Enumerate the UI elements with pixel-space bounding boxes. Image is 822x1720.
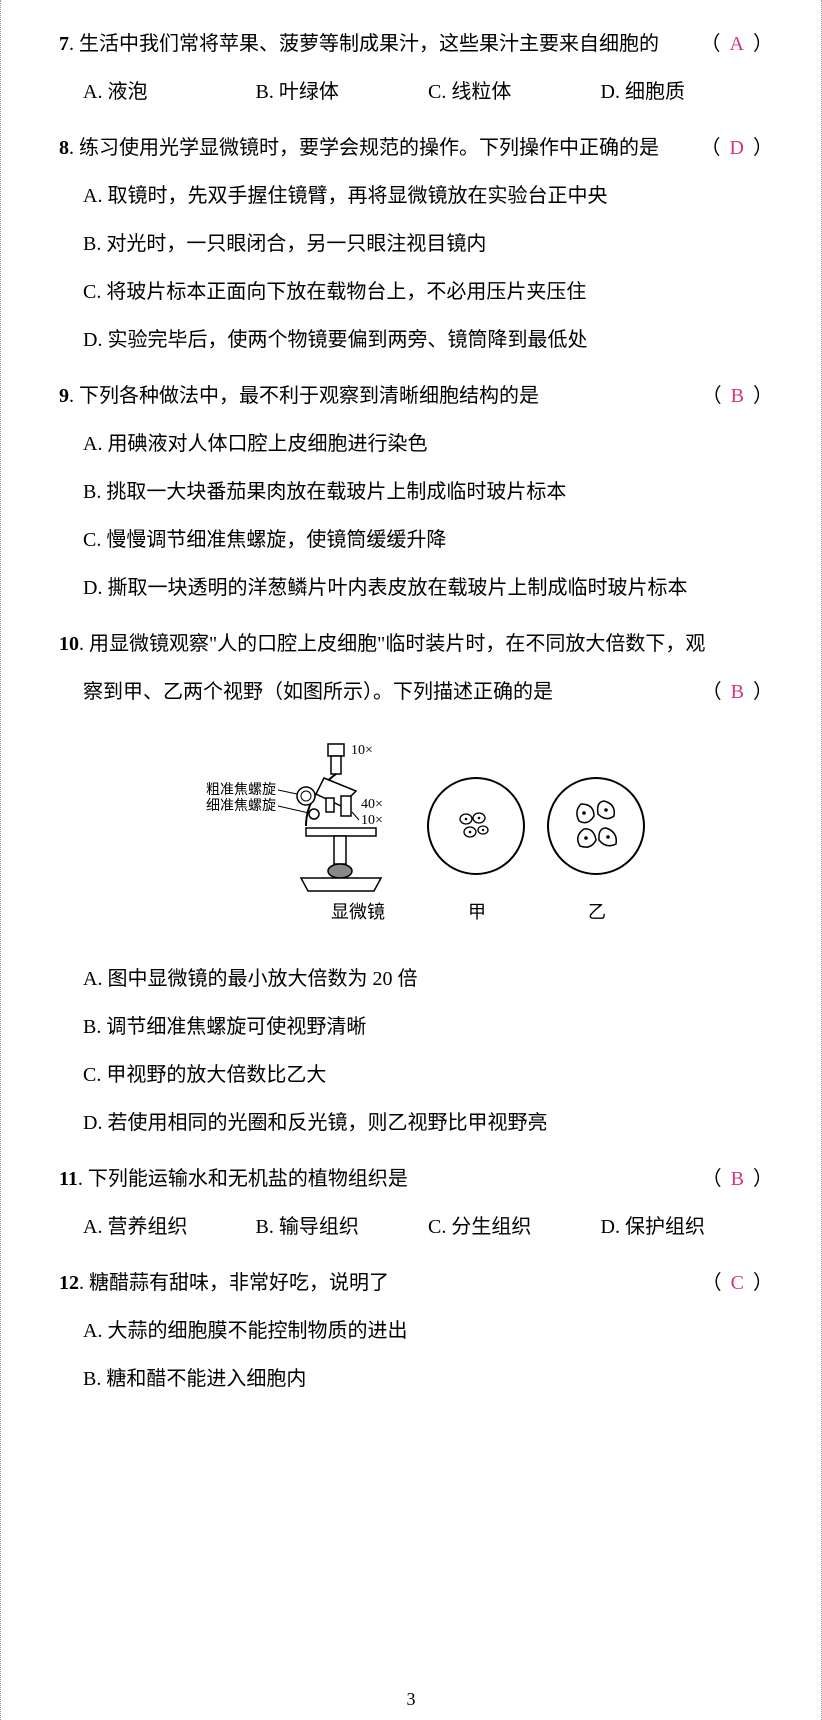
q10-text-line2: 察到甲、乙两个视野（如图所示）。下列描述正确的是 （ B ）	[59, 668, 773, 716]
q12-opt-b: B. 糖和醋不能进入细胞内	[83, 1355, 773, 1403]
q9-opt-b: B. 挑取一大块番茄果肉放在载玻片上制成临时玻片标本	[83, 468, 773, 516]
q12-options: A. 大蒜的细胞膜不能控制物质的进出 B. 糖和醋不能进入细胞内	[59, 1307, 773, 1403]
q11-num: 11	[59, 1168, 78, 1190]
question-10: 10. 用显微镜观察"人的口腔上皮细胞"临时装片时，在不同放大倍数下，观 察到甲…	[59, 620, 773, 1147]
q12-stem: 糖醋蒜有甜味，非常好吃，说明了	[89, 1272, 389, 1294]
q10-opt-a: A. 图中显微镜的最小放大倍数为 20 倍	[83, 955, 773, 1003]
q11-text: 11. 下列能运输水和无机盐的植物组织是 （ B ）	[59, 1155, 773, 1203]
q7-num: 7	[59, 33, 69, 55]
exam-page: 7. 生活中我们常将苹果、菠萝等制成果汁，这些果汁主要来自细胞的 （ A ） A…	[0, 0, 822, 1720]
q10-stem-l2: 察到甲、乙两个视野（如图所示）。下列描述正确的是	[83, 681, 553, 703]
question-9: 9. 下列各种做法中，最不利于观察到清晰细胞结构的是 （ B ） A. 用碘液对…	[59, 372, 773, 612]
q9-answer: B	[727, 385, 748, 407]
q10-text-line1: 10. 用显微镜观察"人的口腔上皮细胞"临时装片时，在不同放大倍数下，观	[59, 620, 773, 668]
question-8: 8. 练习使用光学显微镜时，要学会规范的操作。下列操作中正确的是 （ D ） A…	[59, 124, 773, 364]
q7-answer: A	[726, 33, 748, 55]
field-yi-icon	[548, 778, 644, 874]
q8-stem: 练习使用光学显微镜时，要学会规范的操作。下列操作中正确的是	[79, 137, 659, 159]
q11-options: A. 营养组织 B. 输导组织 C. 分生组织 D. 保护组织	[83, 1203, 773, 1251]
q12-answer-bracket: （ C ）	[702, 1259, 773, 1307]
q10-diagram: 10× 粗准焦螺旋 细准焦螺旋 40× 10×	[59, 736, 773, 931]
q8-opt-a: A. 取镜时，先双手握住镜臂，再将显微镜放在实验台正中央	[83, 172, 773, 220]
q7-opt-d: D. 细胞质	[601, 68, 774, 116]
q8-opt-d: D. 实验完毕后，使两个物镜要偏到两旁、镜筒降到最低处	[83, 316, 773, 364]
q12-num: 12	[59, 1272, 79, 1294]
q9-num: 9	[59, 385, 69, 407]
q11-opt-d: D. 保护组织	[601, 1203, 774, 1251]
coarse-label: 粗准焦螺旋	[206, 782, 276, 798]
q10-opt-d: D. 若使用相同的光圈和反光镜，则乙视野比甲视野亮	[83, 1099, 773, 1147]
q10-answer: B	[727, 681, 748, 703]
q9-stem: 下列各种做法中，最不利于观察到清晰细胞结构的是	[79, 385, 539, 407]
q7-answer-bracket: （ A ）	[701, 20, 773, 68]
q10-answer-bracket: （ B ）	[702, 668, 773, 716]
q7-options: A. 液泡 B. 叶绿体 C. 线粒体 D. 细胞质	[83, 68, 773, 116]
q11-opt-c: C. 分生组织	[428, 1203, 601, 1251]
q9-answer-bracket: （ B ）	[702, 372, 773, 420]
microscope-icon: 10× 粗准焦螺旋 细准焦螺旋 40× 10×	[206, 743, 383, 891]
q10-options: A. 图中显微镜的最小放大倍数为 20 倍 B. 调节细准焦螺旋可使视野清晰 C…	[59, 955, 773, 1147]
q7-opt-c: C. 线粒体	[428, 68, 601, 116]
q8-answer-bracket: （ D ）	[701, 124, 773, 172]
q9-opt-d: D. 撕取一块透明的洋葱鳞片叶内表皮放在载玻片上制成临时玻片标本	[83, 564, 773, 612]
q9-opt-c: C. 慢慢调节细准焦螺旋，使镜筒缓缓升降	[83, 516, 773, 564]
q12-text: 12. 糖醋蒜有甜味，非常好吃，说明了 （ C ）	[59, 1259, 773, 1307]
q10-opt-b: B. 调节细准焦螺旋可使视野清晰	[83, 1003, 773, 1051]
q11-answer-bracket: （ B ）	[702, 1155, 773, 1203]
label-microscope: 显微镜	[331, 902, 385, 922]
q9-text: 9. 下列各种做法中，最不利于观察到清晰细胞结构的是 （ B ）	[59, 372, 773, 420]
mag-obj1: 40×	[361, 797, 383, 812]
q7-text: 7. 生活中我们常将苹果、菠萝等制成果汁，这些果汁主要来自细胞的 （ A ）	[59, 20, 773, 68]
microscope-diagram-svg: 10× 粗准焦螺旋 细准焦螺旋 40× 10×	[166, 736, 666, 926]
q11-opt-a: A. 营养组织	[83, 1203, 256, 1251]
label-yi: 乙	[588, 902, 606, 922]
q11-answer: B	[727, 1168, 748, 1190]
q9-opt-a: A. 用碘液对人体口腔上皮细胞进行染色	[83, 420, 773, 468]
page-number: 3	[407, 1689, 416, 1710]
label-jia: 甲	[468, 902, 486, 922]
q8-opt-b: B. 对光时，一只眼闭合，另一只眼注视目镜内	[83, 220, 773, 268]
question-7: 7. 生活中我们常将苹果、菠萝等制成果汁，这些果汁主要来自细胞的 （ A ） A…	[59, 20, 773, 116]
q7-opt-a: A. 液泡	[83, 68, 256, 116]
fine-label: 细准焦螺旋	[206, 798, 276, 814]
q11-stem: 下列能运输水和无机盐的植物组织是	[88, 1168, 408, 1190]
q7-opt-b: B. 叶绿体	[256, 68, 429, 116]
q11-opt-b: B. 输导组织	[256, 1203, 429, 1251]
q10-num: 10	[59, 633, 79, 655]
q8-text: 8. 练习使用光学显微镜时，要学会规范的操作。下列操作中正确的是 （ D ）	[59, 124, 773, 172]
q10-opt-c: C. 甲视野的放大倍数比乙大	[83, 1051, 773, 1099]
q12-opt-a: A. 大蒜的细胞膜不能控制物质的进出	[83, 1307, 773, 1355]
question-12: 12. 糖醋蒜有甜味，非常好吃，说明了 （ C ） A. 大蒜的细胞膜不能控制物…	[59, 1259, 773, 1403]
mag-eyepiece: 10×	[351, 743, 373, 758]
q8-num: 8	[59, 137, 69, 159]
question-11: 11. 下列能运输水和无机盐的植物组织是 （ B ） A. 营养组织 B. 输导…	[59, 1155, 773, 1251]
field-jia-icon	[428, 778, 524, 874]
q10-stem-l1: 用显微镜观察"人的口腔上皮细胞"临时装片时，在不同放大倍数下，观	[89, 633, 705, 655]
q12-answer: C	[727, 1272, 748, 1294]
q7-stem: 生活中我们常将苹果、菠萝等制成果汁，这些果汁主要来自细胞的	[79, 33, 659, 55]
q8-options: A. 取镜时，先双手握住镜臂，再将显微镜放在实验台正中央 B. 对光时，一只眼闭…	[59, 172, 773, 364]
q9-options: A. 用碘液对人体口腔上皮细胞进行染色 B. 挑取一大块番茄果肉放在载玻片上制成…	[59, 420, 773, 612]
q8-answer: D	[726, 137, 748, 159]
q8-opt-c: C. 将玻片标本正面向下放在载物台上，不必用压片夹压住	[83, 268, 773, 316]
mag-obj2: 10×	[361, 813, 383, 828]
